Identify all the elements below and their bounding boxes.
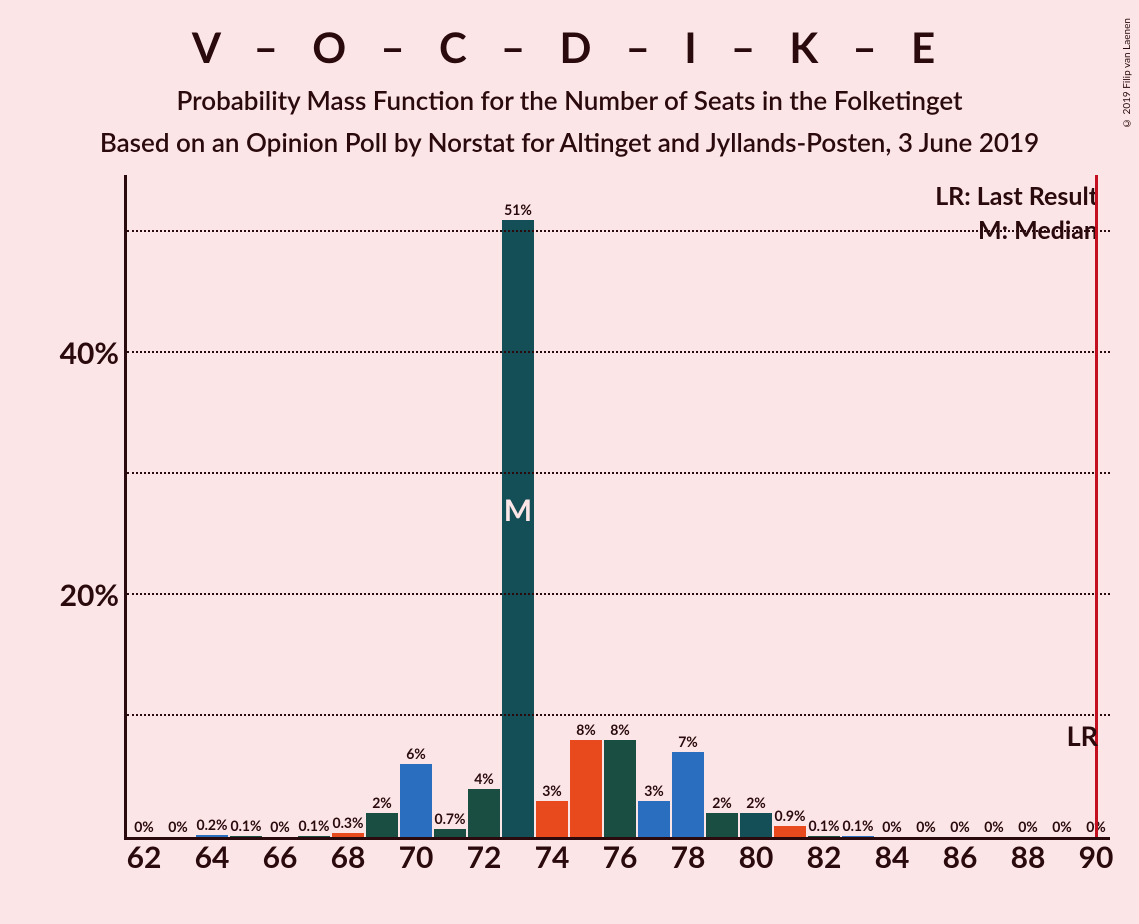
bar xyxy=(842,836,874,837)
bar-value-label: 2% xyxy=(746,794,766,813)
bar-value-label: 3% xyxy=(644,782,664,801)
bar-value-label: 2% xyxy=(372,794,392,813)
bar-slot: 7% xyxy=(672,752,704,837)
bars-layer: 0%0%0.2%0.1%0%0.1%0.3%2%6%0.7%4%M51%3%8%… xyxy=(127,175,1110,837)
x-tick-label: 86 xyxy=(943,839,978,875)
bar xyxy=(604,740,636,837)
bar-slot: 2% xyxy=(706,813,738,837)
bar-value-label: 0% xyxy=(950,818,970,837)
chart-container: LR: Last Result M: Median 0%0%0.2%0.1%0%… xyxy=(50,175,1120,875)
bar-value-label: 0% xyxy=(168,818,188,837)
bar-value-label: 0.1% xyxy=(842,817,873,836)
bar xyxy=(706,813,738,837)
bar xyxy=(196,835,228,837)
bar-slot: 6% xyxy=(400,764,432,837)
bar-slot: 8% xyxy=(570,740,602,837)
x-tick-label: 90 xyxy=(1079,839,1114,875)
median-mark: M xyxy=(504,492,532,528)
bar xyxy=(332,833,364,837)
bar-value-label: 0.1% xyxy=(298,817,329,836)
bar-slot: 3% xyxy=(536,801,568,837)
bar-value-label: 3% xyxy=(542,782,562,801)
x-tick-label: 80 xyxy=(739,839,774,875)
bar-slot: 0.9% xyxy=(774,826,806,837)
grid-line xyxy=(127,230,1110,232)
bar xyxy=(536,801,568,837)
plot-area: LR: Last Result M: Median 0%0%0.2%0.1%0%… xyxy=(124,175,1110,840)
y-tick-label: 20% xyxy=(60,577,127,613)
x-axis: 626466687072747678808284868890 xyxy=(127,839,1110,879)
bar-slot: M51% xyxy=(502,220,534,837)
bar-value-label: 2% xyxy=(712,794,732,813)
x-tick-label: 62 xyxy=(127,839,162,875)
bar-value-label: 0.3% xyxy=(332,814,363,833)
bar-value-label: 6% xyxy=(406,745,426,764)
x-tick-label: 82 xyxy=(807,839,842,875)
bar-slot: 0.1% xyxy=(230,836,262,837)
chart-subtitle-1: Probability Mass Function for the Number… xyxy=(0,84,1139,116)
bar xyxy=(570,740,602,837)
x-tick-label: 78 xyxy=(671,839,706,875)
copyright-text: © 2019 Filip van Laenen xyxy=(1121,18,1133,129)
bar-value-label: 8% xyxy=(610,721,630,740)
bar xyxy=(774,826,806,837)
bar-slot: 2% xyxy=(366,813,398,837)
bar xyxy=(672,752,704,837)
bar-slot: 8% xyxy=(604,740,636,837)
bar-value-label: 7% xyxy=(678,733,698,752)
bar xyxy=(808,836,840,837)
bar-slot: 0.1% xyxy=(808,836,840,837)
bar-slot: 0.1% xyxy=(842,836,874,837)
bar-slot: 0.7% xyxy=(434,829,466,837)
bar-value-label: 0% xyxy=(270,818,290,837)
grid-line xyxy=(127,351,1110,353)
bar xyxy=(230,836,262,837)
bar xyxy=(298,836,330,837)
bar-slot: 3% xyxy=(638,801,670,837)
x-tick-label: 84 xyxy=(875,839,910,875)
bar xyxy=(638,801,670,837)
bar-value-label: 0% xyxy=(916,818,936,837)
chart-subtitle-2: Based on an Opinion Poll by Norstat for … xyxy=(0,126,1139,158)
bar-value-label: 0.2% xyxy=(196,816,227,835)
bar xyxy=(366,813,398,837)
bar: M xyxy=(502,220,534,837)
bar-value-label: 0.9% xyxy=(774,807,805,826)
bar-value-label: 0.1% xyxy=(230,817,261,836)
last-result-label: LR xyxy=(1067,719,1098,752)
x-tick-label: 88 xyxy=(1011,839,1046,875)
bar-value-label: 0% xyxy=(882,818,902,837)
bar-value-label: 0.1% xyxy=(808,817,839,836)
x-tick-label: 68 xyxy=(331,839,366,875)
bar-slot: 0.1% xyxy=(298,836,330,837)
bar-slot: 0.2% xyxy=(196,835,228,837)
grid-line xyxy=(127,593,1110,595)
bar-value-label: 8% xyxy=(576,721,596,740)
x-tick-label: 76 xyxy=(603,839,638,875)
bar xyxy=(468,789,500,837)
bar-value-label: 0% xyxy=(1052,818,1072,837)
grid-line xyxy=(127,714,1110,716)
bar-value-label: 4% xyxy=(474,770,494,789)
bar xyxy=(400,764,432,837)
bar-value-label: 0% xyxy=(1018,818,1038,837)
x-tick-label: 74 xyxy=(535,839,570,875)
bar-value-label: 51% xyxy=(504,201,532,220)
x-tick-label: 66 xyxy=(263,839,298,875)
x-tick-label: 70 xyxy=(399,839,434,875)
bar xyxy=(740,813,772,837)
x-tick-label: 72 xyxy=(467,839,502,875)
bar xyxy=(434,829,466,837)
bar-slot: 4% xyxy=(468,789,500,837)
bar-slot: 2% xyxy=(740,813,772,837)
y-tick-label: 40% xyxy=(60,335,127,371)
x-tick-label: 64 xyxy=(195,839,230,875)
bar-value-label: 0.7% xyxy=(434,810,465,829)
chart-title: V – O – C – D – I – K – E xyxy=(0,0,1139,72)
bar-slot: 0.3% xyxy=(332,833,364,837)
bar-value-label: 0% xyxy=(984,818,1004,837)
grid-line xyxy=(127,472,1110,474)
bar-value-label: 0% xyxy=(134,818,154,837)
